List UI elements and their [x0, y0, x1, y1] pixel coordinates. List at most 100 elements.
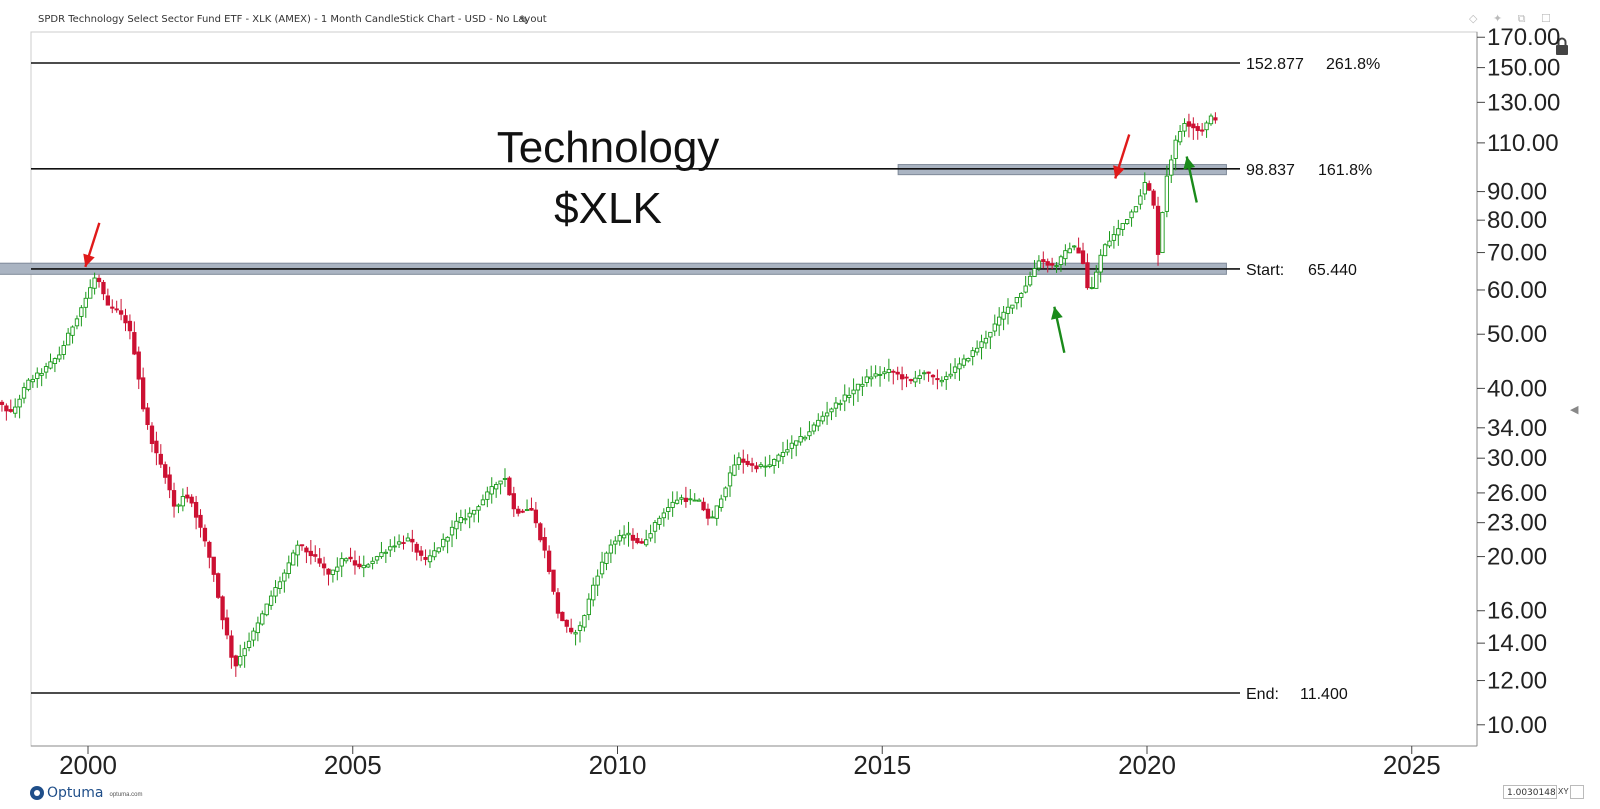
candle-body [560, 611, 565, 622]
candle-body [105, 295, 111, 306]
logo-url: optuma.com [109, 792, 143, 798]
candle-body [838, 402, 843, 406]
candle-body [1058, 256, 1064, 265]
candle-body [198, 514, 203, 528]
candle-body [454, 520, 459, 530]
candle-body [427, 555, 433, 563]
candle-body [913, 377, 918, 383]
candle-body [476, 506, 481, 511]
candle-body [57, 354, 62, 360]
candle-body [1147, 183, 1152, 191]
candle-body [101, 281, 106, 295]
candle-body [61, 345, 66, 355]
candle-body [13, 406, 18, 414]
candle-body [860, 383, 865, 387]
candle-body [1010, 304, 1015, 309]
candle-body [1138, 195, 1143, 205]
candle-body [185, 494, 190, 499]
level-value-start: 65.440 [1308, 262, 1357, 279]
candle-body [463, 518, 468, 521]
candle-body [313, 554, 318, 557]
candle-body [441, 538, 446, 548]
candle-body [26, 379, 31, 390]
candle-body [471, 509, 477, 515]
candle-body [546, 550, 552, 572]
candle-body [833, 402, 839, 409]
candle-body [158, 453, 163, 465]
candle-body [701, 501, 706, 511]
candle-body [489, 486, 494, 495]
y-tick-label: 23.00 [1487, 510, 1547, 537]
level-label-start: Start: [1246, 262, 1284, 279]
optuma-logo-icon [30, 786, 44, 800]
candle-body [564, 619, 569, 627]
candle-body [1111, 234, 1117, 241]
candle-body [997, 316, 1002, 326]
candle-body [798, 435, 803, 443]
window-controls-icons[interactable]: ◇ ✦ ⧉ ☐ [1469, 12, 1557, 25]
candle-body [811, 424, 817, 432]
candle-body [321, 563, 327, 569]
candle-body [1208, 115, 1214, 125]
level-label-end: End: [1246, 686, 1279, 703]
candle-body [220, 596, 225, 621]
candle-body [1151, 190, 1156, 206]
candle-body [374, 556, 380, 561]
candle-body [485, 491, 490, 500]
candle-body [877, 373, 883, 376]
candle-body [595, 575, 600, 586]
level-value-end: 11.400 [1300, 686, 1348, 703]
candle-body [436, 547, 441, 553]
candle-body [308, 550, 313, 557]
candle-body [644, 539, 649, 546]
level-value-ext-1618: 98.837 [1246, 162, 1295, 179]
candle-body [538, 523, 543, 541]
candle-body [608, 544, 614, 554]
candle-body [886, 368, 892, 373]
candle-body [1032, 268, 1037, 277]
candle-body [551, 569, 556, 592]
candle-body [410, 538, 415, 543]
y-tick-label: 70.00 [1487, 240, 1547, 267]
candle-body [145, 407, 150, 426]
candle-body [1089, 287, 1094, 289]
candle-body [511, 493, 516, 510]
candle-body [754, 465, 759, 470]
candle-body [35, 372, 40, 379]
candle-body [189, 496, 194, 504]
candle-body [251, 630, 256, 641]
candle-body [149, 425, 155, 445]
candle-body [1124, 219, 1130, 225]
lock-icon[interactable] [1554, 36, 1570, 56]
candle-body [992, 323, 997, 332]
candle-body [1160, 212, 1165, 254]
candle-body [895, 371, 900, 375]
level-percent-ext-1618: 161.8% [1318, 162, 1372, 179]
candle-body [1023, 285, 1028, 293]
candle-body [714, 505, 719, 519]
candle-body [944, 376, 949, 380]
candle-body [260, 613, 265, 625]
candle-body [361, 564, 366, 569]
scale-box[interactable] [1570, 785, 1584, 799]
candle-body [741, 458, 746, 463]
candle-body [242, 648, 247, 657]
coordinate-readout[interactable]: 1.0030148 [1503, 785, 1557, 799]
y-tick-label: 26.00 [1487, 480, 1547, 507]
candle-body [710, 516, 715, 519]
candle-body [343, 558, 349, 562]
xy-toggle[interactable]: XY [1558, 787, 1569, 796]
candle-body [670, 501, 675, 508]
candle-body [582, 615, 587, 628]
y-tick-label: 20.00 [1487, 544, 1547, 571]
collapse-panel-icon[interactable]: ◀ [1570, 403, 1579, 416]
candle-body [842, 394, 847, 402]
candle-body [529, 507, 534, 511]
candle-body [171, 490, 177, 507]
candle-body [617, 535, 622, 542]
candle-body [666, 507, 671, 512]
candle-body [339, 558, 344, 567]
candle-body [1182, 123, 1187, 132]
edit-icon[interactable]: ✎ [519, 13, 530, 27]
